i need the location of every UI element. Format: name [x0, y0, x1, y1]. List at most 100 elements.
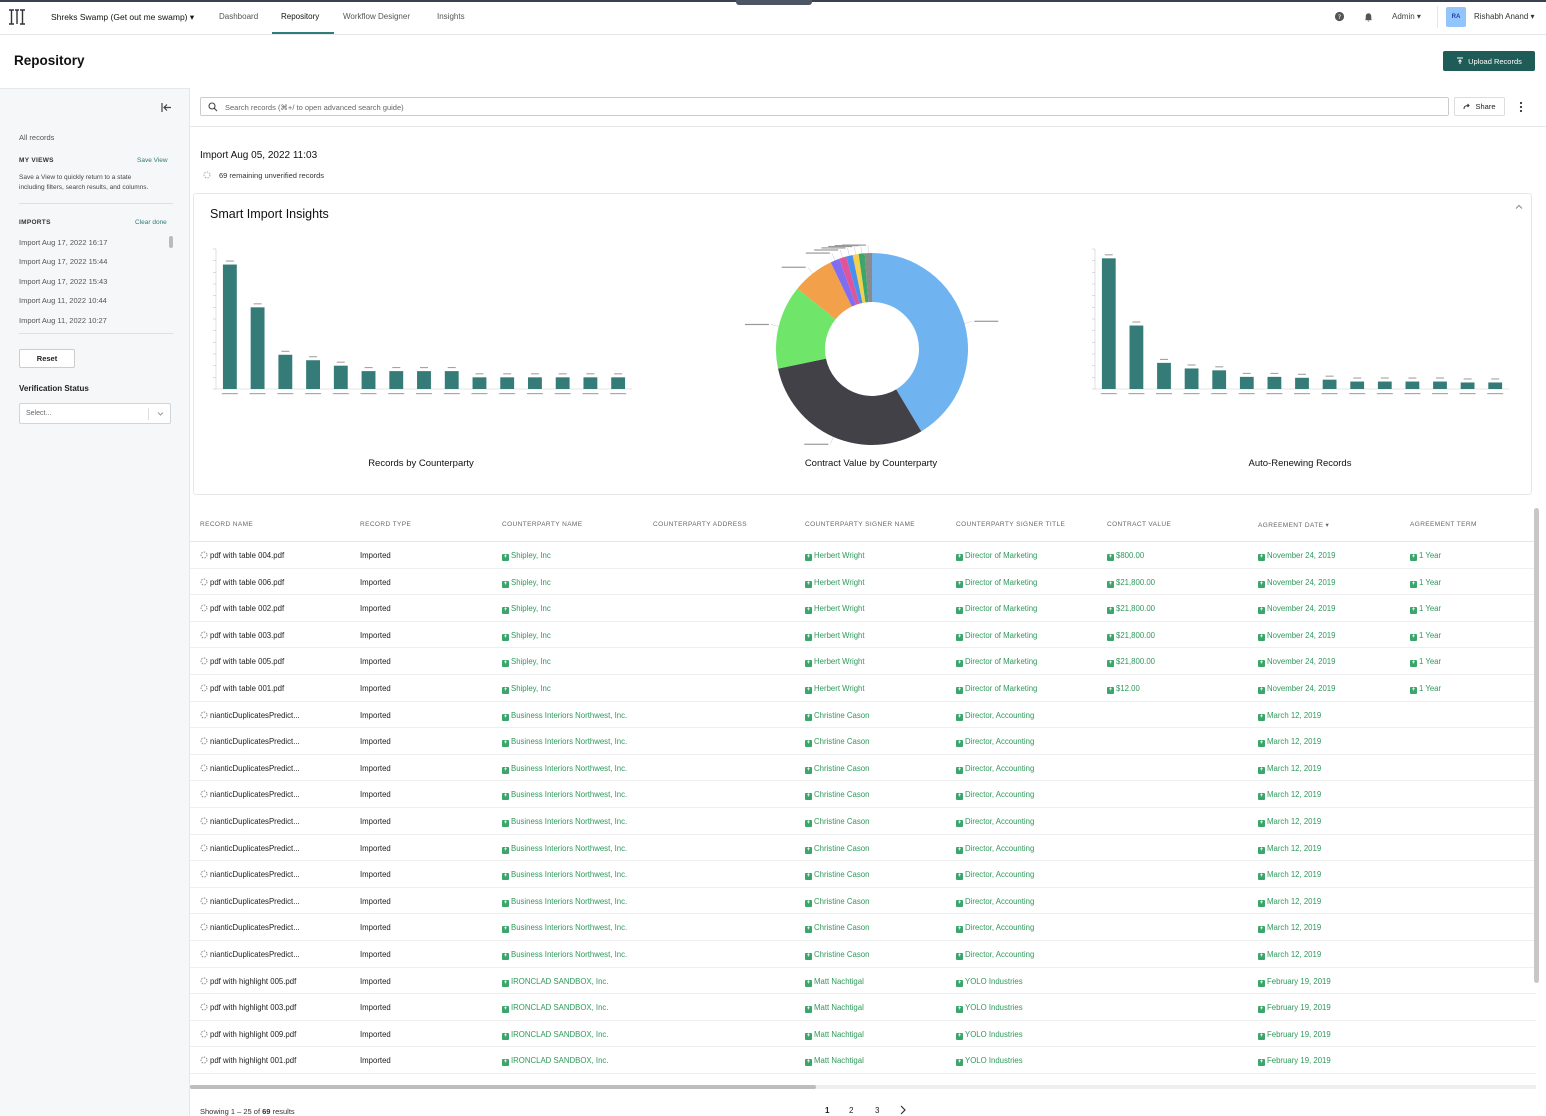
- verification-status-select[interactable]: Select...: [19, 403, 171, 424]
- table-cell[interactable]: + March 12, 2019: [1258, 844, 1321, 854]
- table-cell[interactable]: + $21,800.00: [1107, 578, 1155, 588]
- table-cell[interactable]: +1 Year: [1410, 657, 1441, 668]
- table-cell[interactable]: + March 12, 2019: [1258, 790, 1321, 801]
- bar[interactable]: [1460, 382, 1475, 389]
- page-2[interactable]: 2: [849, 1106, 854, 1115]
- table-cell[interactable]: +1 Year: [1410, 578, 1441, 588]
- table-cell[interactable]: + Christine Cason: [805, 790, 869, 801]
- table-row[interactable]: pdf with highlight 009.pdf Imported + IRONC…: [190, 1021, 1536, 1048]
- import-item[interactable]: Import Aug 17, 2022 15:44: [19, 257, 108, 266]
- share-button[interactable]: Share: [1454, 97, 1505, 116]
- nav-dashboard[interactable]: Dashboard: [219, 12, 259, 21]
- table-cell[interactable]: + Business Interiors Northwest, Inc.: [502, 737, 627, 748]
- bar[interactable]: [1377, 381, 1392, 389]
- table-cell[interactable]: + November 24, 2019: [1258, 657, 1335, 668]
- table-cell[interactable]: + IRONCLAD SANDBOX, Inc.: [502, 1030, 608, 1040]
- table-cell[interactable]: + November 24, 2019: [1258, 604, 1335, 615]
- table-cell[interactable]: + February 19, 2019: [1258, 1030, 1331, 1040]
- table-cell[interactable]: + $800.00: [1107, 551, 1144, 561]
- logo-icon[interactable]: [8, 8, 26, 26]
- bar[interactable]: [555, 377, 570, 389]
- bar[interactable]: [1295, 377, 1309, 389]
- table-cell[interactable]: + Director, Accounting: [956, 817, 1034, 827]
- table-cell[interactable]: + March 12, 2019: [1258, 870, 1321, 881]
- clear-done-link[interactable]: Clear done: [135, 219, 167, 226]
- user-menu[interactable]: Rishabh Anand ▾: [1474, 12, 1535, 21]
- bar[interactable]: [417, 371, 431, 389]
- table-row[interactable]: pdf with table 003.pdf Imported + Shipley, …: [190, 622, 1536, 649]
- page-1[interactable]: 1: [825, 1106, 830, 1115]
- table-cell[interactable]: + Christine Cason: [805, 923, 869, 934]
- column-header[interactable]: COUNTERPARTY ADDRESS: [653, 521, 747, 528]
- table-cell[interactable]: + Business Interiors Northwest, Inc.: [502, 817, 627, 827]
- table-cell[interactable]: + Shipley, Inc: [502, 551, 551, 561]
- column-header[interactable]: RECORD TYPE: [360, 521, 412, 528]
- table-cell[interactable]: + Christine Cason: [805, 870, 869, 881]
- table-cell[interactable]: + IRONCLAD SANDBOX, Inc.: [502, 1003, 608, 1014]
- table-cell[interactable]: + IRONCLAD SANDBOX, Inc.: [502, 1056, 608, 1067]
- table-cell[interactable]: + Director of Marketing: [956, 631, 1037, 641]
- column-header[interactable]: COUNTERPARTY NAME: [502, 521, 583, 528]
- table-cell[interactable]: + Director, Accounting: [956, 950, 1034, 960]
- pie-slice[interactable]: [776, 288, 836, 369]
- bar[interactable]: [333, 365, 348, 389]
- table-row[interactable]: nianticDuplicatesPredict... Imported + Busi…: [190, 702, 1536, 729]
- table-cell[interactable]: + March 12, 2019: [1258, 923, 1321, 934]
- import-item[interactable]: Import Aug 17, 2022 16:17: [19, 238, 108, 247]
- table-cell[interactable]: + Business Interiors Northwest, Inc.: [502, 897, 627, 907]
- nav-workflow-designer[interactable]: Workflow Designer: [343, 12, 410, 21]
- bell-icon[interactable]: [1363, 11, 1374, 22]
- table-cell[interactable]: +1 Year: [1410, 551, 1441, 561]
- bar[interactable]: [1212, 370, 1227, 389]
- table-row[interactable]: pdf with highlight 005.pdf Imported + IRONC…: [190, 968, 1536, 995]
- table-cell[interactable]: + Shipley, Inc: [502, 578, 551, 588]
- table-row[interactable]: nianticDuplicatesPredict... Imported + Busi…: [190, 888, 1536, 915]
- table-cell[interactable]: + Christine Cason: [805, 897, 869, 907]
- bar[interactable]: [361, 371, 376, 389]
- table-cell[interactable]: + Director of Marketing: [956, 604, 1037, 615]
- bar[interactable]: [1405, 381, 1420, 389]
- table-row[interactable]: pdf with table 002.pdf Imported + Shipley, …: [190, 595, 1536, 622]
- bar[interactable]: [472, 377, 487, 389]
- table-row[interactable]: nianticDuplicatesPredict... Imported + Busi…: [190, 808, 1536, 835]
- search-input[interactable]: Search records (⌘+/ to open advanced sea…: [200, 97, 1449, 116]
- reset-button[interactable]: Reset: [19, 349, 75, 368]
- table-cell[interactable]: + Director, Accounting: [956, 844, 1034, 854]
- table-cell[interactable]: + Shipley, Inc: [502, 657, 551, 668]
- column-header-sorted[interactable]: AGREEMENT DATE ▾: [1258, 521, 1329, 529]
- table-cell[interactable]: + Christine Cason: [805, 737, 869, 748]
- page-3[interactable]: 3: [875, 1106, 880, 1115]
- table-cell[interactable]: + Shipley, Inc: [502, 631, 551, 641]
- bar[interactable]: [1433, 381, 1447, 389]
- table-cell[interactable]: + February 19, 2019: [1258, 1003, 1331, 1014]
- table-row[interactable]: nianticDuplicatesPredict... Imported + Busi…: [190, 755, 1536, 782]
- import-item[interactable]: Import Aug 17, 2022 15:43: [19, 277, 108, 286]
- bar[interactable]: [528, 377, 542, 389]
- bar[interactable]: [1350, 381, 1365, 389]
- more-options-icon[interactable]: [1517, 100, 1525, 114]
- table-cell[interactable]: + YOLO Industries: [956, 1056, 1023, 1067]
- bar[interactable]: [1488, 382, 1503, 389]
- bar[interactable]: [1239, 376, 1254, 389]
- table-cell[interactable]: + Director of Marketing: [956, 657, 1037, 668]
- import-item[interactable]: Import Aug 11, 2022 10:27: [19, 316, 107, 325]
- table-cell[interactable]: + Christine Cason: [805, 764, 869, 774]
- table-cell[interactable]: + Matt Nachtigal: [805, 977, 864, 987]
- collapse-sidebar-icon[interactable]: [160, 101, 173, 114]
- table-cell[interactable]: + Director, Accounting: [956, 870, 1034, 881]
- table-cell[interactable]: + Director, Accounting: [956, 923, 1034, 934]
- table-cell[interactable]: + Director of Marketing: [956, 684, 1037, 694]
- pie-slice[interactable]: [830, 258, 856, 307]
- save-view-link[interactable]: Save View: [137, 157, 168, 164]
- table-horizontal-scrollbar[interactable]: [190, 1085, 816, 1089]
- table-cell[interactable]: + March 12, 2019: [1258, 897, 1321, 907]
- table-vertical-scrollbar[interactable]: [1534, 508, 1539, 983]
- table-cell[interactable]: + Herbert Wright: [805, 684, 865, 694]
- table-cell[interactable]: + February 19, 2019: [1258, 1056, 1331, 1067]
- table-row[interactable]: pdf with highlight 001.pdf Imported + IRONC…: [190, 1047, 1536, 1074]
- table-cell[interactable]: + Christine Cason: [805, 817, 869, 827]
- table-cell[interactable]: + Business Interiors Northwest, Inc.: [502, 844, 627, 854]
- bar[interactable]: [1322, 379, 1337, 389]
- table-cell[interactable]: + Matt Nachtigal: [805, 1030, 864, 1040]
- table-cell[interactable]: +1 Year: [1410, 631, 1441, 641]
